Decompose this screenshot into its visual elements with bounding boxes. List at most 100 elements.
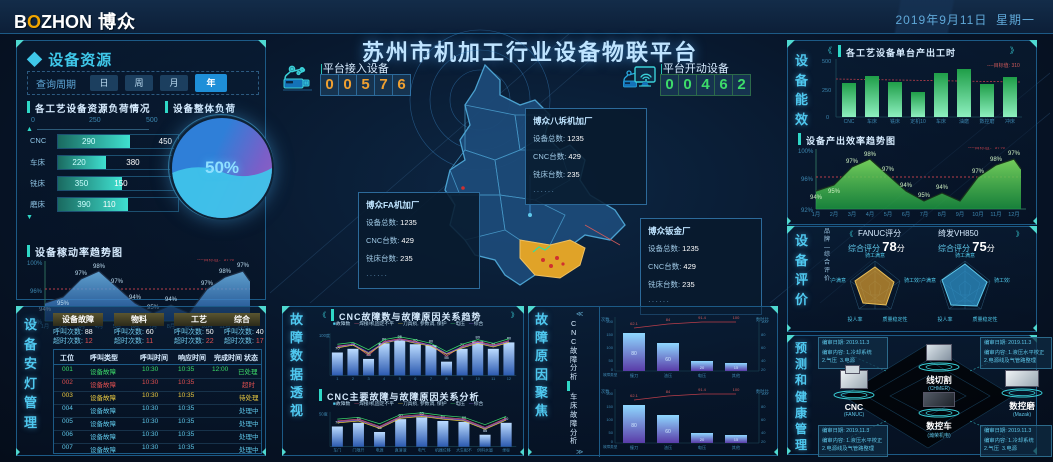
svg-text:91.4: 91.4 bbox=[698, 315, 707, 320]
svg-text:车床: 车床 bbox=[867, 118, 877, 125]
svg-text:投人率: 投人率 bbox=[847, 316, 862, 323]
svg-text:200: 200 bbox=[606, 319, 613, 324]
svg-text:97%: 97% bbox=[972, 169, 985, 175]
svg-text:客户满意: 客户满意 bbox=[830, 277, 846, 284]
svg-text:质量稳定性: 质量稳定性 bbox=[882, 316, 907, 323]
svg-text:电压: 电压 bbox=[698, 372, 706, 379]
svg-text:4月: 4月 bbox=[866, 211, 875, 217]
svg-text:0: 0 bbox=[611, 439, 614, 444]
svg-text:10: 10 bbox=[476, 376, 481, 381]
svg-text:95%: 95% bbox=[918, 193, 931, 199]
svg-text:94%: 94% bbox=[165, 297, 178, 303]
svg-text:CNC: CNC bbox=[844, 119, 855, 125]
svg-text:骑工满意: 骑工满意 bbox=[955, 252, 975, 259]
svg-text:其他: 其他 bbox=[732, 372, 741, 379]
svg-text:2: 2 bbox=[352, 376, 354, 381]
svg-text:98%: 98% bbox=[93, 264, 106, 270]
svg-text:----目标值: 310: ----目标值: 310 bbox=[987, 62, 1020, 69]
svg-text:96%: 96% bbox=[30, 289, 43, 295]
svg-text:质量稳定性: 质量稳定性 bbox=[972, 316, 997, 323]
svg-text:100%: 100% bbox=[27, 261, 43, 267]
svg-text:250: 250 bbox=[822, 88, 831, 94]
svg-text:供料水量: 供料水量 bbox=[477, 447, 493, 452]
svg-text:80: 80 bbox=[507, 336, 512, 341]
svg-text:200: 200 bbox=[606, 391, 613, 396]
svg-text:骑工效率: 骑工效率 bbox=[994, 277, 1010, 284]
svg-text:100: 100 bbox=[733, 315, 740, 320]
svg-text:3: 3 bbox=[367, 376, 370, 381]
svg-text:7: 7 bbox=[430, 376, 432, 381]
svg-text:60: 60 bbox=[761, 417, 766, 422]
svg-text:84: 84 bbox=[666, 389, 671, 394]
svg-text:97%: 97% bbox=[1008, 151, 1021, 157]
svg-text:62.1: 62.1 bbox=[630, 321, 639, 326]
svg-text:3月: 3月 bbox=[848, 211, 857, 217]
svg-text:油磨: 油磨 bbox=[959, 118, 969, 125]
svg-text:20: 20 bbox=[761, 367, 766, 372]
svg-text:骑工满意: 骑工满意 bbox=[865, 252, 885, 259]
svg-text:98%: 98% bbox=[219, 269, 232, 275]
svg-text:80: 80 bbox=[631, 423, 637, 429]
svg-text:12月: 12月 bbox=[1008, 211, 1020, 217]
svg-text:50度: 50度 bbox=[319, 410, 328, 416]
svg-text:100: 100 bbox=[606, 345, 613, 350]
svg-text:油压: 油压 bbox=[664, 372, 672, 379]
svg-text:9月: 9月 bbox=[956, 211, 965, 217]
svg-text:60: 60 bbox=[665, 357, 671, 363]
svg-text:11: 11 bbox=[491, 376, 495, 381]
svg-text:0: 0 bbox=[611, 367, 614, 372]
svg-text:98%: 98% bbox=[864, 152, 877, 158]
svg-text:6: 6 bbox=[414, 376, 417, 381]
svg-text:85: 85 bbox=[398, 334, 403, 339]
svg-text:骑工效率: 骑工效率 bbox=[904, 277, 920, 284]
svg-text:真溶液: 真溶液 bbox=[395, 447, 407, 452]
svg-text:5: 5 bbox=[399, 376, 402, 381]
svg-text:97%: 97% bbox=[846, 159, 859, 165]
svg-text:11月: 11月 bbox=[990, 211, 1001, 217]
svg-text:100: 100 bbox=[761, 391, 768, 396]
svg-text:84: 84 bbox=[666, 317, 671, 322]
svg-text:门限开: 门限开 bbox=[353, 447, 365, 452]
svg-text:1月: 1月 bbox=[812, 211, 821, 217]
svg-text:机器位移: 机器位移 bbox=[435, 447, 451, 452]
svg-text:50: 50 bbox=[609, 430, 614, 435]
svg-text:0: 0 bbox=[826, 115, 829, 121]
svg-text:15: 15 bbox=[734, 437, 739, 442]
svg-text:12: 12 bbox=[507, 376, 511, 381]
svg-text:其他: 其他 bbox=[732, 444, 741, 451]
svg-text:8: 8 bbox=[445, 376, 448, 381]
svg-text:96%: 96% bbox=[801, 177, 814, 183]
svg-text:大生配不: 大生配不 bbox=[456, 447, 472, 452]
svg-text:油压: 油压 bbox=[664, 444, 672, 451]
svg-text:15: 15 bbox=[734, 365, 739, 370]
svg-text:40: 40 bbox=[761, 430, 766, 435]
svg-text:车门: 车门 bbox=[333, 447, 341, 452]
svg-text:100%: 100% bbox=[798, 149, 814, 155]
svg-text:80: 80 bbox=[761, 404, 766, 409]
svg-text:故障类型: 故障类型 bbox=[603, 444, 618, 449]
svg-text:100: 100 bbox=[606, 417, 613, 422]
svg-text:撞刀: 撞刀 bbox=[630, 372, 638, 379]
svg-text:5月: 5月 bbox=[884, 211, 893, 217]
svg-text:----目标值：97%: ----目标值：97% bbox=[197, 259, 234, 263]
svg-text:坐标: 坐标 bbox=[502, 447, 510, 452]
svg-text:100: 100 bbox=[733, 387, 740, 392]
svg-text:20: 20 bbox=[700, 437, 705, 442]
svg-text:97%: 97% bbox=[201, 281, 214, 287]
svg-text:97%: 97% bbox=[111, 279, 124, 285]
svg-text:150: 150 bbox=[606, 404, 613, 409]
svg-text:铣床: 铣床 bbox=[890, 118, 900, 125]
svg-text:数控磨: 数控磨 bbox=[979, 118, 994, 125]
svg-text:7月: 7月 bbox=[920, 211, 929, 217]
svg-text:10月: 10月 bbox=[972, 211, 984, 217]
svg-text:94%: 94% bbox=[129, 295, 142, 301]
svg-text:60: 60 bbox=[761, 345, 766, 350]
svg-text:150: 150 bbox=[606, 332, 613, 337]
svg-text:电源: 电源 bbox=[376, 447, 384, 452]
svg-text:97%: 97% bbox=[237, 263, 250, 269]
svg-text:50: 50 bbox=[609, 358, 614, 363]
svg-text:冲床: 冲床 bbox=[1005, 118, 1015, 125]
svg-text:98%: 98% bbox=[990, 157, 1003, 163]
svg-text:9: 9 bbox=[461, 376, 463, 381]
svg-text:40: 40 bbox=[761, 358, 766, 363]
